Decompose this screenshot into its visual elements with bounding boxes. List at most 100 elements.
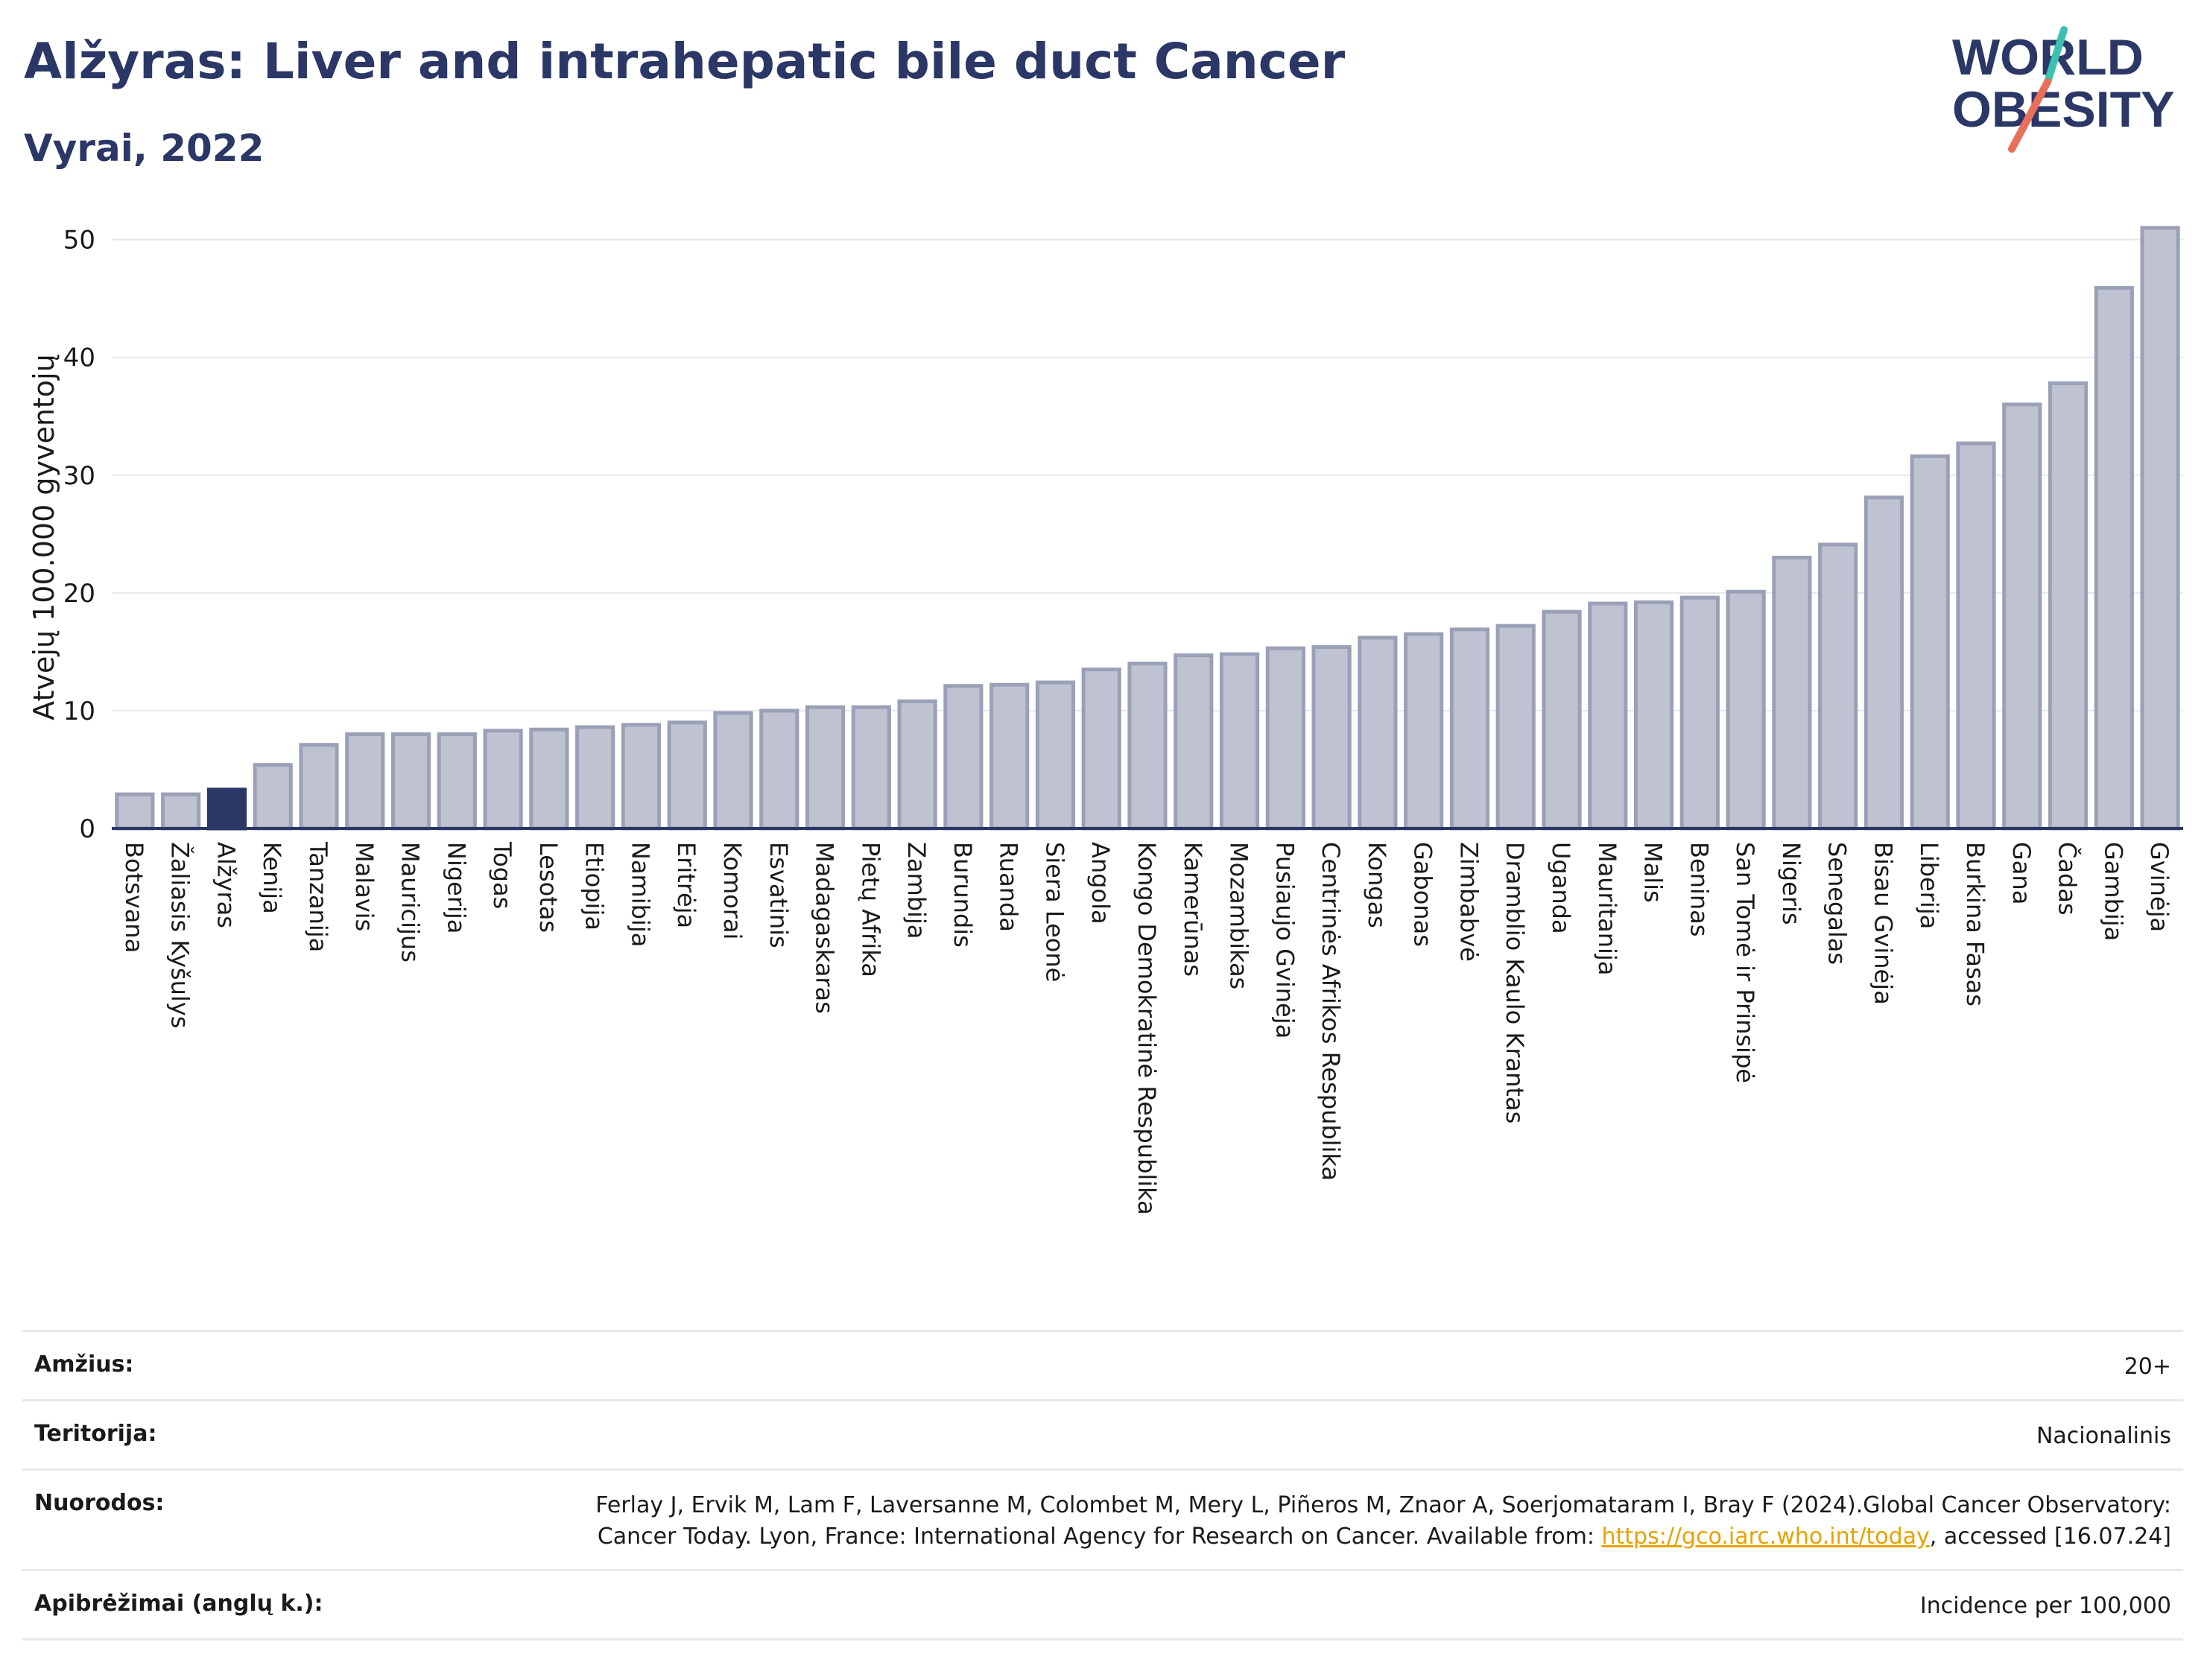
bar-34 [1679,595,1720,831]
bar-35 [1726,589,1766,831]
logo-line2: OBESITY [1952,81,2175,138]
bar-10 [575,725,615,831]
x-tick-label: Malavis [350,842,379,931]
y-tick-label: 50 [63,226,95,256]
x-tick-label: Kenija [258,842,286,914]
bar-27 [1358,635,1398,831]
x-tick-label: Siera Leonė [1040,842,1068,982]
x-tick-label: Senegalas [1823,842,1852,965]
x-tick-label: Mauritanija [1593,842,1621,975]
bar-2 [206,787,247,831]
meta-label: Teritorija: [34,1421,157,1447]
bars [115,226,2180,831]
bar-32 [1588,601,1628,831]
bar-20 [1035,680,1076,831]
x-tick-label: Pietų Afrika [856,842,884,977]
x-tick-label: Angola [1086,842,1115,925]
bar-30 [1495,624,1536,831]
bar-26 [1311,645,1352,831]
bar-38 [1863,495,1904,831]
x-tick-label: Uganda [1547,842,1575,934]
x-tick-label: Kongas [1363,842,1391,928]
x-tick-label: Liberija [1915,842,1943,929]
x-tick-label: Nigerija [442,842,470,933]
x-tick-label: San Tomė ir Prinsipė [1731,842,1759,1083]
bar-18 [943,684,984,831]
x-tick-label: Zambija [902,842,931,939]
bar-16 [851,705,891,831]
logo-slash-red [2008,78,2051,153]
x-tick-label: Bisau Gvinėja [1869,842,1897,1005]
bar-37 [1818,542,1858,831]
meta-row-references: Nuorodos: Ferlay J, Ervik M, Lam F, Lave… [22,1468,2183,1569]
metadata-table: Amžius: 20+ Teritorija: Nacionalinis Nuo… [22,1330,2183,1641]
bar-3 [253,763,293,831]
x-tick-label: Eritrėja [672,842,700,928]
bar-1 [161,792,201,831]
bar-4 [299,743,339,831]
meta-label: Amžius: [34,1351,134,1378]
x-tick-label: Ruanda [995,842,1023,932]
meta-row-definitions: Apibrėžimai (anglų k.): Incidence per 10… [22,1569,2183,1641]
bar-41 [2002,402,2042,831]
reference-text: Ferlay J, Ervik M, Lam F, Laversanne M, … [595,1492,2171,1550]
bar-23 [1174,653,1214,831]
x-tick-label: Čadas [2053,842,2083,916]
x-axis-labels: Botsvana Žaliasis Kyšulys Alžyras Kenija Tan… [120,841,2173,1215]
bar-21 [1081,668,1121,831]
meta-value: Ferlay J, Ervik M, Lam F, Laversanne M, … [569,1490,2183,1553]
x-tick-label: Etiopija [580,842,609,931]
x-tick-label: Malis [1639,842,1668,903]
bar-24 [1219,652,1260,831]
x-tick-label: Esvatinis [764,842,793,948]
y-axis-label: Atvejų 100.000 gyventojų [28,354,60,720]
x-tick-label: Žaliasis Kyšulys [166,842,194,1028]
bar-7 [437,732,477,831]
x-tick-label: Mozambikas [1225,842,1253,989]
x-tick-label: Pusiaujo Gvinėja [1270,842,1299,1039]
bar-8 [483,729,523,831]
reference-link[interactable]: https://gco.iarc.who.int/today [1601,1524,1930,1550]
bar-22 [1127,662,1168,831]
x-tick-label: Togas [488,841,516,909]
world-obesity-logo: WORLD OBESITY [1952,26,2175,153]
bar-14 [759,709,799,831]
x-tick-label: Tanzanija [304,841,332,952]
x-tick-label: Gambija [2099,842,2127,941]
y-tick-label: 30 [63,461,95,491]
bar-39 [1910,454,1950,831]
bar-0 [115,792,155,831]
bar-11 [621,723,662,831]
y-axis-ticks: 0 10 20 30 40 50 [63,226,95,844]
bar-9 [529,727,569,831]
y-tick-label: 0 [79,814,95,844]
x-tick-label: Alžyras [212,842,240,928]
bar-15 [805,705,846,831]
x-tick-label: Botsvana [120,842,148,953]
bar-31 [1542,609,1582,831]
reference-accessed: , accessed [16.07.24] [1929,1524,2171,1550]
bar-43 [2094,285,2134,831]
x-tick-label: Gabonas [1409,842,1437,947]
bar-33 [1633,600,1674,831]
x-tick-label: Beninas [1685,842,1713,936]
x-tick-label: Gvinėja [2145,842,2173,932]
x-tick-label: Mauricijus [396,842,425,963]
meta-label: Apibrėžimai (anglų k.): [34,1591,323,1617]
x-tick-label: Nigeris [1777,842,1805,925]
x-tick-label: Burkina Fasas [1961,842,1989,1007]
page-subtitle: Vyrai, 2022 [24,127,265,170]
bar-6 [390,732,431,831]
bar-17 [897,699,937,831]
x-tick-label: Centrinės Afrikos Respublika [1317,842,1345,1181]
x-tick-label: Burundis [949,842,977,948]
meta-row-age: Amžius: 20+ [22,1330,2183,1399]
bar-44 [2140,226,2180,831]
page-title: Alžyras: Liver and intrahepatic bile duc… [24,33,1346,90]
y-tick-label: 40 [63,343,95,373]
bar-36 [1772,555,1812,831]
meta-label: Nuorodos: [34,1490,165,1516]
bar-19 [989,682,1030,831]
meta-value: Nacionalinis [2036,1423,2171,1449]
bar-28 [1404,632,1444,831]
